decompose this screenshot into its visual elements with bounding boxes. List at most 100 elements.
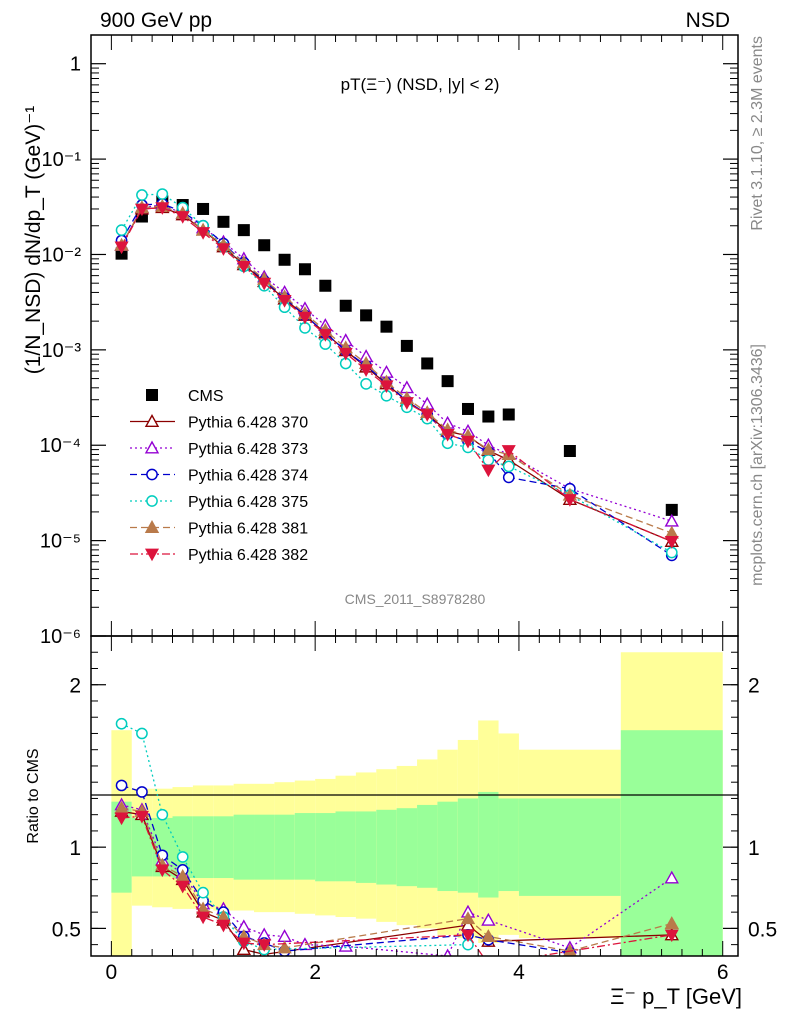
inner-uncertainty-band [457, 798, 479, 893]
upper-data-point [257, 277, 272, 291]
upper-data-point [440, 428, 455, 442]
upper-data-point [360, 309, 373, 322]
lower-frame [90, 635, 739, 957]
upper-axes: 1 10⁻¹ 10⁻² 10⁻³ 10⁻⁴ 10⁻⁵ 10⁻⁶ [40, 34, 738, 648]
upper-data-point [360, 378, 372, 390]
inner-uncertainty-band [417, 804, 438, 888]
upper-y-tick-label: 10⁻⁴ [40, 435, 81, 457]
lower-series-line [121, 784, 570, 954]
legend-marker [144, 520, 160, 533]
lower-data-point [196, 911, 211, 925]
upper-title: pT(Ξ⁻) (NSD, |y| < 2) [341, 75, 500, 94]
upper-plot-area [114, 188, 679, 562]
source-label: mcplots.cern.ch [arXiv:1306.3436] [749, 344, 766, 586]
upper-data-point [562, 494, 577, 507]
legend-label: Pythia 6.428 381 [188, 521, 308, 538]
upper-data-point [196, 227, 211, 240]
upper-data-point [563, 445, 576, 458]
upper-y-tick-label: 10⁻² [42, 244, 82, 266]
lower-y-tick-label-right: 2 [748, 675, 760, 698]
inner-uncertainty-band [518, 798, 621, 896]
lower-data-point [236, 937, 251, 951]
upper-data-point [359, 364, 374, 377]
lower-data-point [136, 727, 148, 740]
lower-data-point [257, 939, 272, 952]
lower-data-point [481, 912, 496, 926]
lower-y-tick-label: 0.5 [52, 918, 81, 941]
lower-data-point [175, 880, 190, 894]
upper-data-point [482, 454, 495, 466]
lower-data-point [134, 810, 149, 824]
lower-y-tick-label: 1 [69, 837, 81, 860]
inner-uncertainty-band [396, 808, 418, 887]
x-tick-label: 0 [106, 961, 118, 984]
upper-data-point [156, 188, 169, 200]
uncertainty-bands [111, 652, 723, 956]
inner-uncertainty-band [152, 817, 173, 877]
lower-y-tick-label-right: 1 [748, 837, 760, 860]
upper-data-point [501, 445, 516, 458]
lower-data-point [156, 808, 169, 821]
upper-data-point [379, 380, 394, 394]
analysis-label: CMS_2011_S8978280 [345, 591, 486, 607]
upper-data-point [421, 357, 434, 370]
upper-data-point [461, 402, 474, 415]
upper-y-tick-label: 10⁻⁵ [40, 531, 81, 553]
lower-data-point [664, 916, 679, 930]
header-right: NSD [686, 9, 730, 32]
upper-y-tick-label: 10⁻³ [42, 340, 82, 362]
lower-data-point [155, 864, 170, 878]
upper-data-point [114, 241, 129, 255]
upper-data-point [481, 442, 496, 456]
upper-data-point [318, 329, 333, 342]
upper-data-point [481, 464, 496, 478]
lower-y-tick-label-right: 0.5 [748, 918, 777, 941]
upper-data-point [665, 503, 678, 516]
upper-series-5 [114, 198, 679, 539]
upper-series-6 [114, 202, 679, 549]
legend-marker [146, 468, 158, 481]
inner-uncertainty-band [315, 813, 336, 882]
lower-series-5 [114, 810, 679, 956]
upper-series-line [121, 193, 673, 554]
upper-data-point [115, 224, 128, 236]
lower-data-point [460, 911, 476, 925]
upper-y-tick-label: 1 [70, 54, 81, 76]
lower-data-point [114, 812, 129, 826]
inner-uncertainty-band [355, 811, 377, 883]
upper-data-point [258, 239, 271, 252]
upper-series-line [121, 203, 673, 556]
upper-data-point [236, 260, 251, 274]
lower-data-point [277, 929, 292, 943]
upper-data-point [420, 409, 435, 422]
inner-uncertainty-band [172, 816, 193, 879]
upper-data-point [216, 243, 231, 256]
legend-marker [144, 440, 160, 454]
upper-data-point [297, 311, 312, 325]
upper-data-point [502, 408, 515, 421]
inner-uncertainty-band [335, 811, 356, 882]
lower-data-point [115, 717, 128, 730]
lower-series-line [121, 723, 469, 951]
legend-marker [144, 414, 160, 427]
legend-marker [146, 389, 158, 401]
upper-data-point [665, 546, 678, 559]
lower-data [114, 717, 679, 956]
upper-data-point [441, 375, 454, 388]
upper-data-point [278, 253, 291, 266]
upper-series-line [120, 206, 673, 543]
x-tick-label: 2 [309, 961, 321, 984]
inner-uncertainty-band [233, 814, 255, 880]
upper-data-point [298, 263, 311, 276]
upper-y-axis-label: (1/N_NSD) dN/dp_T (GeV)⁻¹ [22, 106, 45, 375]
legend-label: Pythia 6.428 382 [188, 547, 308, 564]
lower-data-point [115, 779, 128, 792]
upper-panel: 1 10⁻¹ 10⁻² 10⁻³ 10⁻⁴ 10⁻⁵ 10⁻⁶ pT(Ξ⁻) (NSD, |… [22, 34, 739, 648]
upper-data-point [277, 294, 292, 308]
lower-data-point [481, 929, 496, 943]
inner-uncertainty-band [274, 814, 295, 880]
x-axis-label: Ξ⁻ p_T [GeV] [610, 984, 742, 1009]
inner-uncertainty-band [437, 801, 458, 892]
upper-y-tick-label: 10⁻⁶ [40, 626, 81, 648]
